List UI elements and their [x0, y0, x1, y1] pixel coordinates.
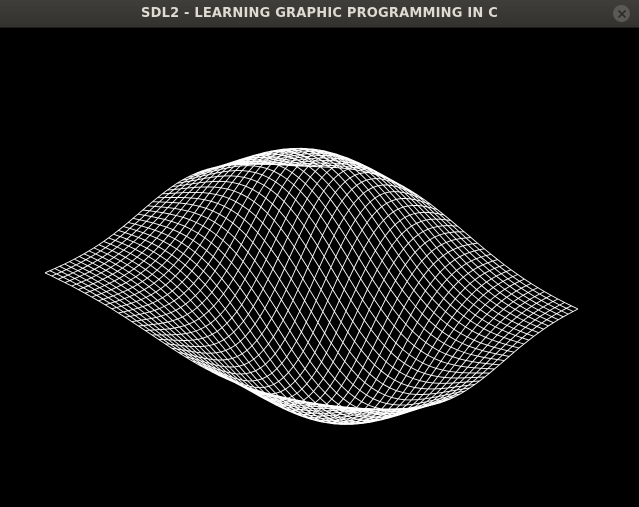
mesh-line-v	[98, 151, 324, 302]
mesh-line-v	[271, 259, 498, 425]
mesh-line-u	[64, 263, 372, 411]
window-title: SDL2 - LEARNING GRAPHIC PROGRAMMING IN C	[141, 6, 498, 21]
mesh-lines	[44, 147, 579, 425]
render-canvas[interactable]	[0, 28, 639, 507]
mesh-line-u	[235, 150, 544, 330]
close-icon	[617, 9, 626, 18]
mesh-line-v	[265, 253, 492, 425]
mesh-line-v	[151, 154, 378, 336]
mesh-line-u	[69, 261, 377, 411]
mesh-line-u	[255, 160, 564, 318]
mesh-line-u	[98, 244, 407, 421]
mesh-line-v	[311, 287, 538, 418]
mesh-line-v	[118, 147, 344, 314]
mesh-line-v	[138, 149, 364, 327]
mesh-line-v	[285, 269, 512, 425]
mesh-line-v	[245, 237, 471, 419]
mesh-line-v	[278, 264, 505, 425]
mesh-line-v	[298, 278, 525, 422]
mesh-line-u	[206, 150, 515, 353]
mesh-line-v	[78, 157, 304, 291]
mesh-line-v	[231, 225, 458, 411]
mesh-line-u	[54, 268, 362, 412]
mesh-line-u	[44, 272, 353, 414]
mesh-line-u	[191, 160, 500, 366]
mesh-line-v	[51, 163, 277, 277]
mesh-line-v	[44, 163, 271, 274]
mesh-line-v	[158, 157, 385, 341]
mesh-line-v	[198, 191, 425, 382]
mesh-line-u	[265, 163, 574, 312]
close-button[interactable]	[613, 5, 630, 22]
mesh-line-v	[84, 154, 311, 294]
mesh-line-v	[71, 159, 297, 287]
mesh-line-v	[178, 172, 405, 361]
mesh-line-v	[104, 149, 331, 306]
mesh-line-v	[91, 153, 318, 298]
mesh-line-u	[250, 157, 559, 321]
mesh-line-u	[260, 162, 569, 315]
mesh-line-v	[185, 178, 411, 368]
mesh-line-v	[258, 248, 485, 424]
mesh-line-v	[351, 308, 579, 414]
mesh-line-v	[111, 148, 338, 310]
mesh-line-v	[58, 162, 284, 280]
mesh-line-v	[191, 184, 418, 375]
wireframe-surface	[44, 147, 579, 425]
mesh-line-v	[171, 166, 398, 354]
mesh-line-v	[238, 231, 465, 415]
mesh-line-v	[145, 151, 371, 331]
mesh-line-v	[205, 198, 431, 389]
mesh-line-v	[64, 160, 291, 284]
title-bar[interactable]: SDL2 - LEARNING GRAPHIC PROGRAMMING IN C	[0, 0, 639, 28]
mesh-line-v	[305, 283, 532, 420]
mesh-line-u	[59, 265, 367, 412]
mesh-line-v	[165, 161, 391, 348]
mesh-line-v	[251, 242, 478, 422]
mesh-line-v	[291, 274, 518, 424]
mesh-line-v	[225, 218, 451, 406]
